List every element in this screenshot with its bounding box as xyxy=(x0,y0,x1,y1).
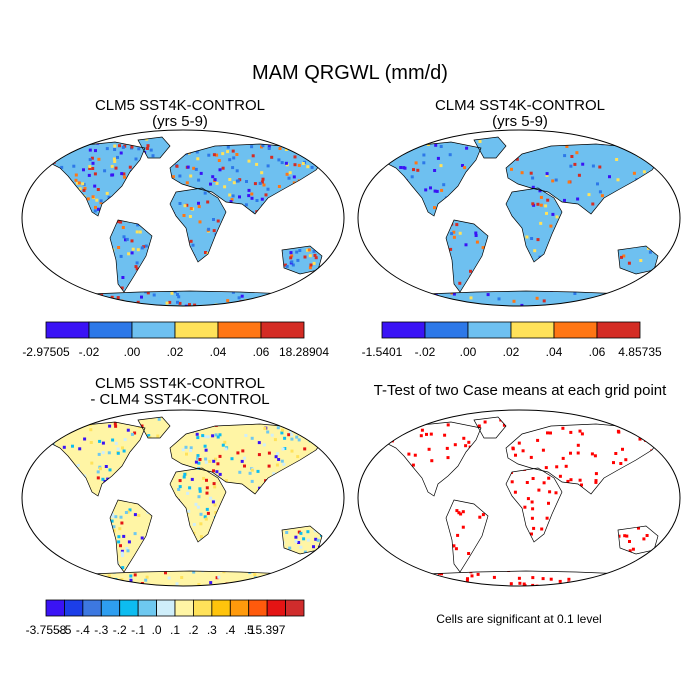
south-america-landmass xyxy=(446,220,488,292)
clm5-colorbar: -2.97505 -.02 .00 .02 .04 .06 18.28904 xyxy=(22,321,329,359)
colorbar-label: .2 xyxy=(188,623,198,637)
colorbar-swatch xyxy=(424,321,469,339)
colorbar-swatch xyxy=(88,321,133,339)
colorbar-swatch xyxy=(381,321,426,339)
colorbar-swatch xyxy=(217,321,262,339)
colorbar-label: .06 xyxy=(253,345,270,359)
colorbar-swatch xyxy=(82,599,102,617)
colorbar-label: -1.5401 xyxy=(362,345,403,359)
colorbar-label: 18.28904 xyxy=(279,345,329,359)
ttest-map xyxy=(357,409,681,587)
clm4-colorbar: -1.5401 -.02 .00 .02 .04 .06 4.85735 xyxy=(362,321,662,359)
colorbar-label: -.3 xyxy=(94,623,108,637)
colorbar-swatch xyxy=(174,599,194,617)
north-america-landmass xyxy=(376,142,481,216)
colorbar-label: .3 xyxy=(207,623,217,637)
colorbar-swatch xyxy=(45,321,90,339)
colorbar-label: .04 xyxy=(546,345,563,359)
colorbar-swatch xyxy=(100,599,121,617)
colorbar-swatch xyxy=(285,599,305,617)
antarctica-landmass xyxy=(384,291,656,306)
colorbar-swatch xyxy=(248,599,268,617)
eurasia-landmass xyxy=(170,144,325,214)
colorbar-label: -2.97505 xyxy=(22,345,70,359)
diff-title-line1: CLM5 SST4K-CONTROL xyxy=(94,375,266,392)
greenland-landmass xyxy=(474,137,506,158)
clm4-title-line1: CLM4 SST4K-CONTROL xyxy=(434,97,606,114)
colorbar-swatch xyxy=(553,321,598,339)
colorbar-label: .1 xyxy=(170,623,180,637)
colorbar-label: -.02 xyxy=(415,345,436,359)
clm5-map xyxy=(21,129,345,307)
antarctica-landmass xyxy=(48,571,320,586)
ttest-title: T-Test of two Case means at each grid po… xyxy=(373,382,667,399)
colorbar-swatch xyxy=(45,599,65,617)
diff-map xyxy=(21,409,345,587)
clm5-title-line1: CLM5 SST4K-CONTROL xyxy=(94,97,266,114)
colorbar-swatch xyxy=(510,321,555,339)
clm4-title-line2: (yrs 5-9) xyxy=(492,113,548,130)
colorbar-label: .04 xyxy=(210,345,227,359)
clm4-panel-title: CLM4 SST4K-CONTROL (yrs 5-9) xyxy=(360,98,680,130)
colorbar-swatch xyxy=(64,599,84,617)
colorbar-swatch xyxy=(193,599,213,617)
north-america-landmass xyxy=(40,142,145,216)
colorbar-swatch xyxy=(260,321,305,339)
diff-title-line2: - CLM4 SST4K-CONTROL xyxy=(90,391,270,408)
colorbar-label: .06 xyxy=(589,345,606,359)
colorbar-label: .00 xyxy=(460,345,477,359)
significance-note: Cells are significant at 0.1 level xyxy=(436,612,602,626)
antarctica-landmass xyxy=(48,291,320,306)
clm5-title-line2: (yrs 5-9) xyxy=(152,113,208,130)
colorbar-label: .5 xyxy=(244,623,254,637)
colorbar-swatch xyxy=(119,599,139,617)
clm5-panel-title: CLM5 SST4K-CONTROL (yrs 5-9) xyxy=(20,98,340,130)
ttest-panel-title: T-Test of two Case means at each grid po… xyxy=(355,383,685,399)
colorbar-swatch xyxy=(467,321,512,339)
colorbar-swatch xyxy=(137,599,157,617)
colorbar-label: -.02 xyxy=(79,345,100,359)
diff-panel-title: CLM5 SST4K-CONTROL - CLM4 SST4K-CONTROL xyxy=(20,376,340,408)
south-america-landmass xyxy=(110,220,152,292)
colorbar-swatch xyxy=(156,599,176,617)
colorbar-label: -.2 xyxy=(113,623,127,637)
colorbar-label: .4 xyxy=(225,623,235,637)
colorbar-swatch xyxy=(174,321,219,339)
colorbar-label: .02 xyxy=(167,345,184,359)
eurasia-landmass xyxy=(170,424,325,494)
australia-landmass xyxy=(618,246,658,274)
colorbar-label: -.1 xyxy=(131,623,145,637)
colorbar-swatch xyxy=(596,321,641,339)
colorbar-swatch xyxy=(131,321,176,339)
eurasia-landmass xyxy=(506,144,661,214)
colorbar-label: .0 xyxy=(152,623,162,637)
figure-title: MAM QRGWL (mm/d) xyxy=(252,62,448,84)
colorbar-swatch xyxy=(211,599,231,617)
colorbar-label: .02 xyxy=(503,345,520,359)
colorbar-label: -.5 xyxy=(57,623,71,637)
colorbar-swatch xyxy=(266,599,286,617)
greenland-landmass xyxy=(138,417,170,438)
diff-colorbar: -3.7558-.5 -.4 -.3 -.2 -.1 .0 .1 .2 .3 .4 .515.397 xyxy=(26,599,305,637)
colorbar-label: .00 xyxy=(124,345,141,359)
colorbar-label: -.4 xyxy=(76,623,90,637)
colorbar-label: 4.85735 xyxy=(618,345,662,359)
colorbar-label: -3.7558 xyxy=(26,623,67,637)
clm4-map xyxy=(357,129,681,307)
colorbar-label: 15.397 xyxy=(249,623,286,637)
north-america-landmass xyxy=(40,422,145,496)
colorbar-swatch xyxy=(229,599,250,617)
